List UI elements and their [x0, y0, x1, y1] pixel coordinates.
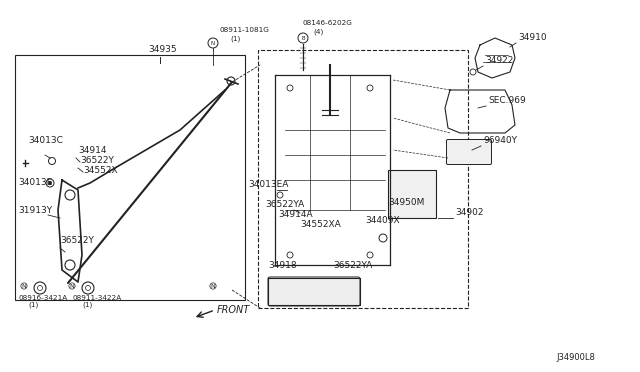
Text: (1): (1)	[28, 302, 38, 308]
Text: 34935: 34935	[148, 45, 177, 54]
Text: 34552X: 34552X	[83, 166, 118, 175]
Text: SEC.969: SEC.969	[488, 96, 525, 105]
Bar	[258, 50, 468, 308]
Text: N: N	[70, 283, 74, 289]
Text: B: B	[301, 35, 305, 41]
Text: 34950M: 34950M	[388, 198, 424, 207]
Text: FRONT: FRONT	[217, 305, 250, 315]
Text: 96940Y: 96940Y	[483, 136, 517, 145]
Text: 36522YA: 36522YA	[333, 261, 372, 270]
Text: 34409X: 34409X	[365, 216, 399, 225]
Text: 34922: 34922	[485, 56, 513, 65]
Text: 34902: 34902	[455, 208, 483, 217]
Bar	[388, 170, 436, 218]
Text: 34910: 34910	[518, 33, 547, 42]
Text: 34552XA: 34552XA	[300, 220, 340, 229]
Text: 36522YA: 36522YA	[265, 200, 304, 209]
Text: 34013E: 34013E	[18, 178, 52, 187]
Text: 08911-1081G: 08911-1081G	[220, 27, 270, 33]
Text: N: N	[22, 283, 26, 289]
Text: (4): (4)	[313, 28, 323, 35]
Text: 34013C: 34013C	[28, 136, 63, 145]
Text: 08146-6202G: 08146-6202G	[303, 20, 353, 26]
Text: 36522Y: 36522Y	[60, 236, 94, 245]
Bar	[15, 55, 245, 300]
FancyBboxPatch shape	[268, 277, 360, 306]
Text: 34013EA: 34013EA	[248, 180, 289, 189]
Text: 31913Y: 31913Y	[18, 206, 52, 215]
Text: 34914: 34914	[78, 146, 106, 155]
Text: N: N	[211, 41, 215, 45]
Text: (1): (1)	[82, 302, 92, 308]
Circle shape	[49, 182, 51, 185]
FancyBboxPatch shape	[447, 140, 492, 164]
Text: 34918: 34918	[268, 261, 296, 270]
Text: (1): (1)	[230, 35, 240, 42]
Text: 08911-3422A: 08911-3422A	[72, 295, 121, 301]
Text: J34900L8: J34900L8	[556, 353, 595, 362]
Text: 08916-3421A: 08916-3421A	[18, 295, 67, 301]
Text: 34914A: 34914A	[278, 210, 312, 219]
Text: 36522Y: 36522Y	[80, 156, 114, 165]
Text: N: N	[211, 283, 216, 289]
